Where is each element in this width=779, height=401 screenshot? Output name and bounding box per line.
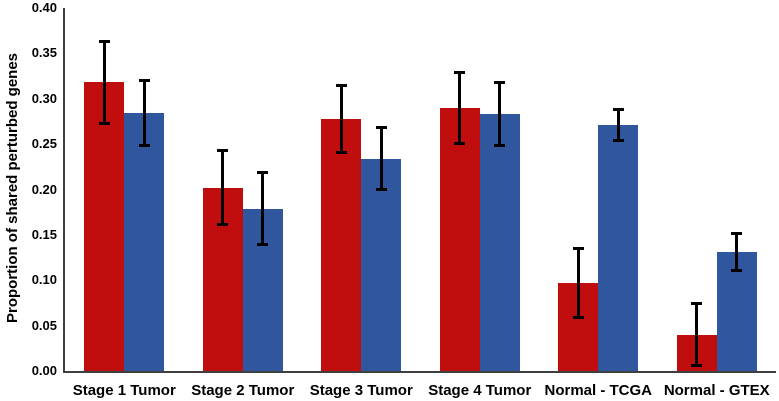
y-tick-label: 0.20 bbox=[31, 181, 57, 197]
error-bar-cap bbox=[375, 126, 387, 130]
y-tick-label: 0.15 bbox=[31, 226, 57, 242]
x-category-label: Stage 4 Tumor bbox=[428, 382, 532, 399]
error-bar-cap bbox=[257, 170, 269, 174]
error-bar-cap bbox=[612, 138, 624, 142]
x-category-label: Stage 3 Tumor bbox=[309, 382, 413, 399]
error-bar bbox=[616, 109, 620, 141]
error-bar bbox=[379, 127, 383, 190]
error-bar bbox=[142, 80, 146, 146]
y-tick-label: 0.00 bbox=[31, 363, 57, 378]
error-bar-cap bbox=[572, 315, 584, 319]
error-bar bbox=[735, 233, 739, 271]
error-bar bbox=[102, 41, 106, 124]
blue-bar-5 bbox=[598, 125, 639, 371]
x-category-label: Normal - GTEX bbox=[663, 382, 770, 399]
error-bar-cap bbox=[138, 79, 150, 83]
x-category-label: Stage 2 Tumor bbox=[191, 382, 295, 399]
error-bar bbox=[576, 248, 580, 318]
error-bar bbox=[695, 303, 699, 366]
y-tick-label: 0.05 bbox=[31, 317, 57, 333]
error-bar-cap bbox=[98, 121, 110, 125]
error-bar-cap bbox=[691, 364, 703, 368]
error-bar-cap bbox=[98, 40, 110, 44]
error-bar-cap bbox=[257, 243, 269, 247]
error-bar bbox=[458, 72, 462, 144]
error-bar-cap bbox=[612, 108, 624, 112]
error-bar-cap bbox=[691, 302, 703, 306]
blue-bar-6 bbox=[716, 252, 757, 371]
error-bar bbox=[221, 150, 225, 225]
y-tick-label: 0.25 bbox=[31, 136, 57, 152]
error-bar-cap bbox=[454, 141, 466, 145]
x-category-label: Stage 1 Tumor bbox=[72, 382, 176, 399]
error-bar-cap bbox=[217, 148, 229, 152]
error-bar-cap bbox=[335, 150, 347, 154]
error-bar bbox=[498, 82, 502, 146]
blue-bar-4 bbox=[479, 114, 520, 371]
error-bar-cap bbox=[731, 232, 743, 236]
error-bar-cap bbox=[572, 246, 584, 250]
y-tick-label: 0.30 bbox=[31, 90, 57, 106]
x-category-label: Normal - TCGA bbox=[544, 382, 652, 399]
y-tick-label: 0.35 bbox=[31, 45, 57, 61]
error-bar-cap bbox=[494, 80, 506, 84]
red-bar-1 bbox=[84, 82, 125, 371]
error-bar-cap bbox=[375, 188, 387, 191]
error-bar-cap bbox=[138, 144, 150, 148]
error-bar-cap bbox=[454, 70, 466, 74]
blue-bar-3 bbox=[361, 158, 402, 371]
red-bar-4 bbox=[439, 107, 480, 371]
error-bar-cap bbox=[494, 144, 506, 148]
blue-bar-1 bbox=[124, 113, 165, 371]
error-bar-cap bbox=[731, 268, 743, 272]
error-bar-cap bbox=[217, 223, 229, 227]
y-tick-label: 0.40 bbox=[31, 0, 57, 15]
red-bar-3 bbox=[321, 118, 362, 371]
error-bar bbox=[339, 85, 343, 153]
error-bar-cap bbox=[335, 83, 347, 87]
plot-area: 0.00 0.05 0.10 0.15 0.20 0.25 0.30 0.35 0.40 Stag… bbox=[32, 1, 776, 399]
error-bar bbox=[261, 172, 265, 245]
y-tick-label: 0.10 bbox=[31, 272, 57, 288]
